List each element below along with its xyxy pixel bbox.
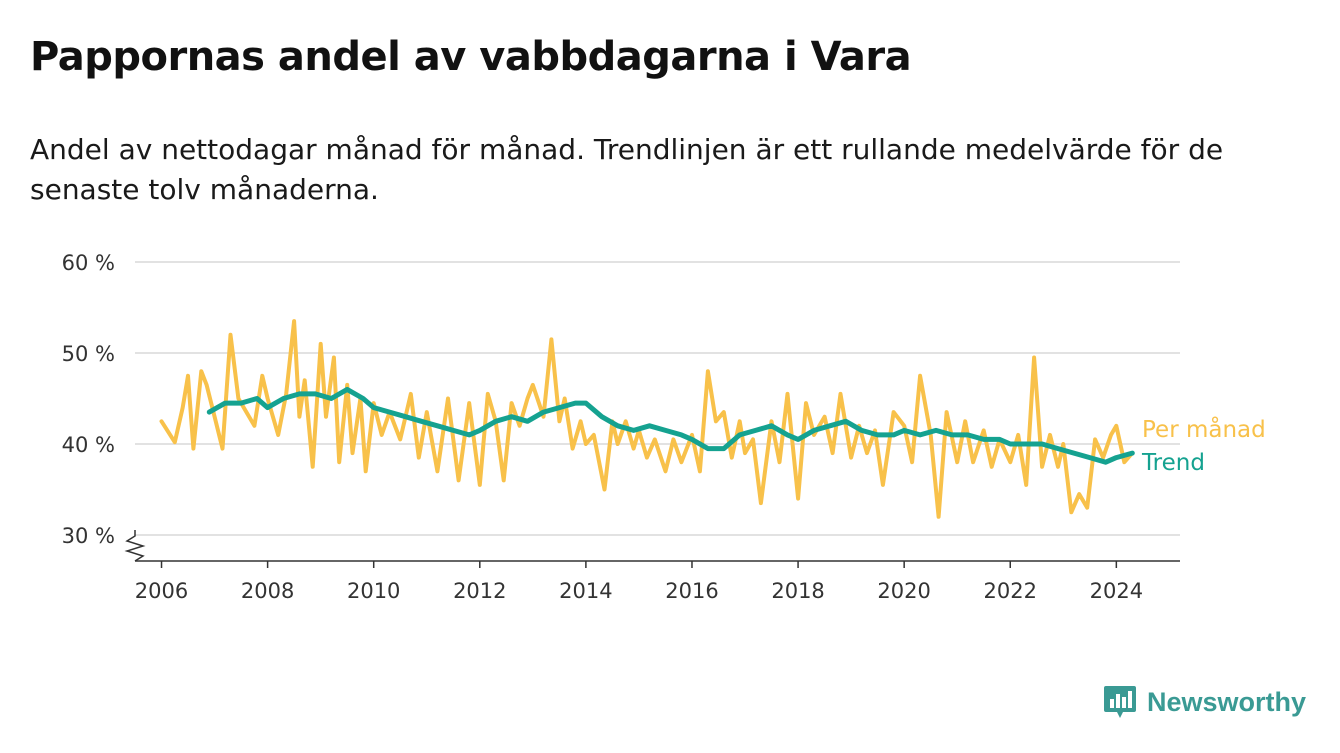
- y-tick-label: 40 %: [62, 433, 115, 457]
- x-tick-label: 2010: [347, 579, 400, 603]
- legend-label-per-manad: Per månad: [1142, 415, 1266, 443]
- x-tick-label: 2016: [665, 579, 718, 603]
- chart-subtitle: Andel av nettodagar månad för månad. Tre…: [30, 133, 1224, 206]
- x-tick-label: 2014: [559, 579, 612, 603]
- x-axis-ticks: 2006 2008 2010 2012 2014 2016 2018 2020 2022 2024: [135, 561, 1143, 603]
- x-tick-label: 2020: [877, 579, 930, 603]
- series-line-per-manad: [159, 319, 1135, 519]
- legend-label-trend: Trend: [1141, 450, 1205, 476]
- brand-name: Newsworthy: [1147, 686, 1307, 717]
- y-tick-label: 50 %: [62, 342, 115, 366]
- series-line-trend: [206, 386, 1135, 465]
- newsworthy-logo-icon: [1104, 686, 1136, 718]
- brand: Newsworthy: [1103, 684, 1306, 720]
- x-tick-label: 2018: [771, 579, 824, 603]
- x-tick-label: 2008: [241, 579, 294, 603]
- x-axis: [124, 530, 1180, 562]
- y-tick-label: 60 %: [62, 251, 115, 275]
- line-chart: 30 % 40 % 50 % 60 % 2006 2008 2010 2012 2014 201…: [62, 251, 1266, 603]
- axis-break-icon: [124, 530, 146, 562]
- x-tick-label: 2022: [984, 579, 1037, 603]
- y-tick-label: 30 %: [62, 524, 115, 548]
- legend: Per månad Trend: [1141, 415, 1266, 476]
- x-tick-label: 2006: [135, 579, 188, 603]
- chart-title: Pappornas andel av vabbdagarna i Vara: [30, 34, 912, 80]
- series-lines: [159, 319, 1135, 519]
- y-axis-ticks: 30 % 40 % 50 % 60 %: [62, 251, 115, 548]
- x-tick-label: 2024: [1090, 579, 1143, 603]
- x-tick-label: 2012: [453, 579, 506, 603]
